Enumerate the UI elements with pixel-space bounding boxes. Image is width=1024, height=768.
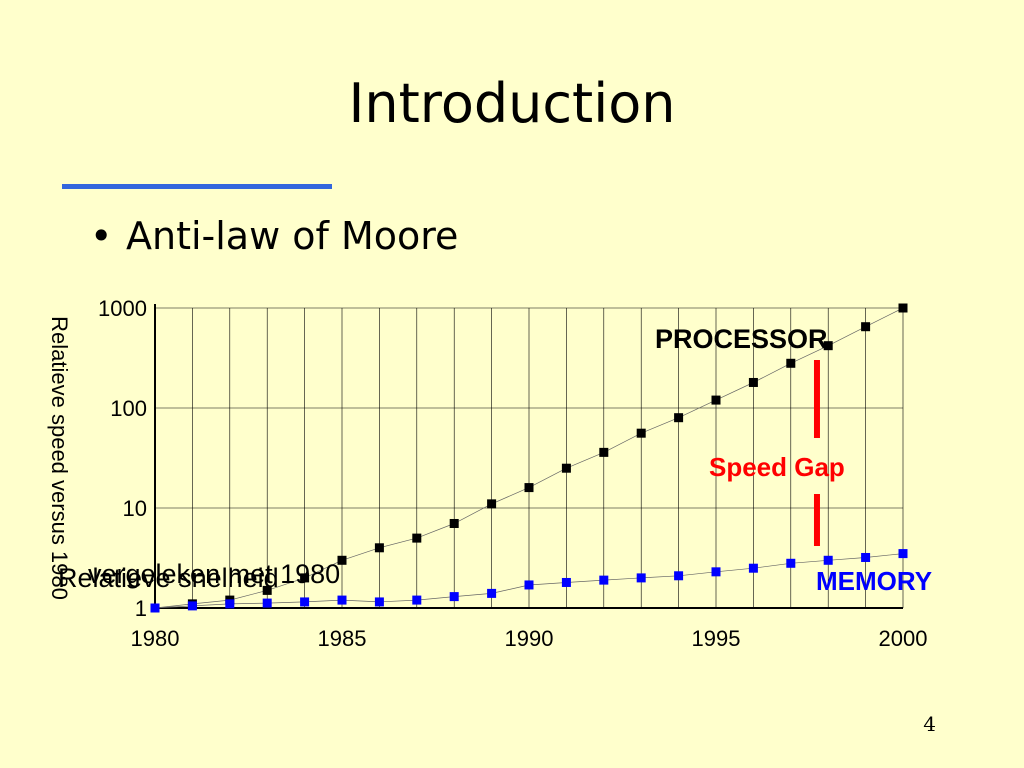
data-point-processor	[487, 499, 497, 509]
tick-labels: 1980 1985 1990 1995 2000 1 10 100 1000	[98, 296, 927, 651]
data-point-processor	[524, 483, 534, 493]
slide-title: Introduction	[348, 72, 676, 135]
processor-label: PROCESSOR	[655, 324, 828, 354]
data-point-memory	[786, 558, 796, 568]
data-point-memory	[636, 573, 646, 583]
x-tick-label: 1995	[692, 626, 741, 651]
data-point-processor	[561, 463, 571, 473]
data-point-memory	[412, 595, 422, 605]
x-tick-label: 1985	[318, 626, 367, 651]
data-point-processor	[412, 533, 422, 543]
y-tick-label: 100	[110, 396, 147, 421]
data-point-memory	[300, 597, 310, 607]
data-point-memory	[524, 580, 534, 590]
data-point-memory	[337, 595, 347, 605]
data-point-processor	[823, 341, 833, 351]
data-point-processor	[449, 518, 459, 528]
data-point-memory	[187, 601, 197, 611]
data-point-memory	[487, 588, 497, 598]
chart-axes	[154, 304, 903, 609]
data-point-processor	[786, 358, 796, 368]
data-point-processor	[374, 543, 384, 553]
data-point-processor	[898, 303, 908, 313]
data-point-processor	[262, 585, 272, 595]
data-point-memory	[861, 552, 871, 562]
memory-label: MEMORY	[816, 566, 932, 596]
data-point-memory	[561, 577, 571, 587]
data-point-processor	[300, 573, 310, 583]
data-point-memory	[374, 597, 384, 607]
y-axis-label: Relatieve speed versus 1980	[47, 316, 72, 600]
data-point-memory	[599, 575, 609, 585]
data-point-processor	[636, 428, 646, 438]
y-tick-label: 10	[123, 496, 147, 521]
overlay-text-vergeleken: vergeleken met 1980	[88, 559, 340, 589]
data-point-memory	[449, 592, 459, 602]
data-point-processor	[599, 447, 609, 457]
y-tick-label: 1000	[98, 296, 147, 321]
bullet-item: • Anti-law of Moore	[90, 214, 458, 258]
x-tick-label: 2000	[879, 626, 928, 651]
data-point-processor	[861, 322, 871, 332]
data-point-processor	[674, 413, 684, 423]
data-point-memory	[898, 549, 908, 559]
x-tick-label: 1980	[131, 626, 180, 651]
page-number: 4	[923, 712, 936, 736]
data-point-memory	[711, 567, 721, 577]
speed-chart: 1980 1985 1990 1995 2000 1 10 100 1000 Relatieve…	[47, 296, 932, 651]
series-points	[150, 303, 908, 613]
data-point-memory	[262, 598, 272, 608]
data-point-memory	[225, 599, 235, 609]
x-tick-label: 1990	[505, 626, 554, 651]
title-underline	[62, 184, 332, 189]
y-tick-label: 1	[135, 596, 147, 621]
data-point-memory	[823, 555, 833, 565]
data-point-memory	[748, 563, 758, 573]
data-point-processor	[337, 555, 347, 565]
bullet-dot-icon: •	[90, 214, 113, 258]
speed-gap-label: Speed Gap	[709, 452, 845, 482]
bullet-text: Anti-law of Moore	[126, 214, 459, 258]
data-point-memory	[674, 571, 684, 581]
data-point-memory	[150, 603, 160, 613]
data-point-processor	[748, 377, 758, 387]
overlay-text-relatieve: Relatieve snelheid	[58, 563, 279, 593]
data-point-processor	[711, 395, 721, 405]
